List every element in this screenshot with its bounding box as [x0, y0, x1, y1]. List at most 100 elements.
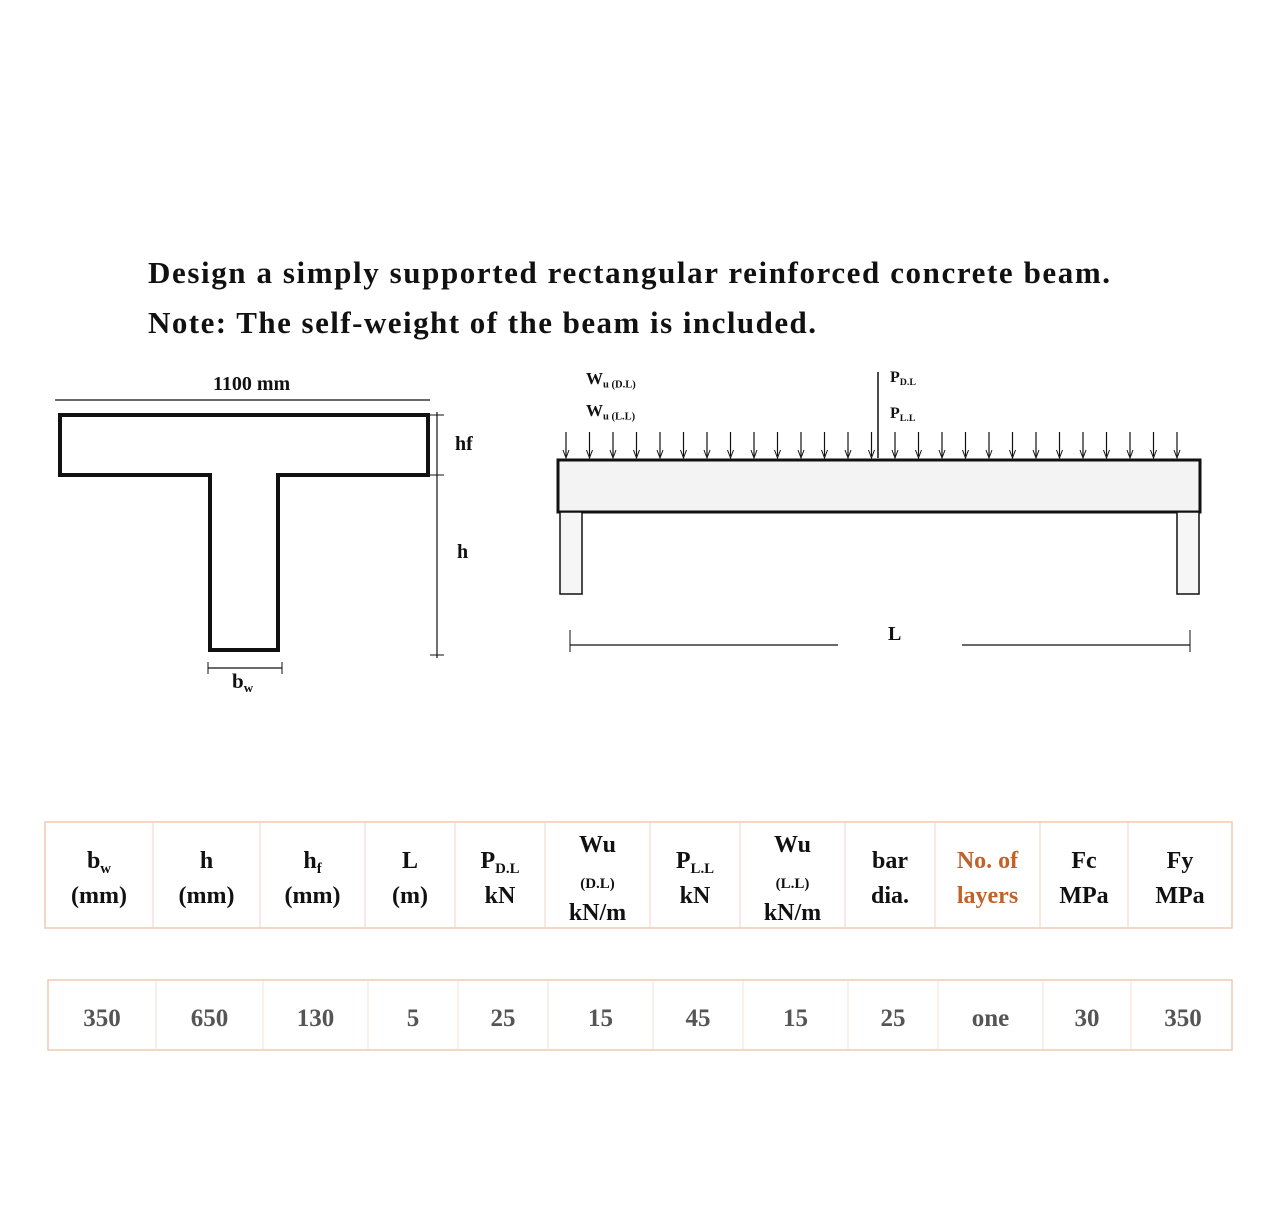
header-main: h	[200, 848, 213, 874]
header-main: PD.L	[480, 848, 519, 877]
header-main: Wu	[774, 832, 811, 858]
header-main-main: h	[303, 848, 316, 874]
arrow-head	[633, 449, 640, 460]
header-main: L	[402, 848, 418, 874]
header-main-sub: f	[317, 861, 323, 877]
load-label-sub: D.L	[900, 377, 917, 388]
header-main: bw	[87, 848, 111, 877]
arrow-head	[821, 449, 828, 460]
arrow-head	[844, 449, 852, 460]
header-unit: kN/m	[764, 900, 821, 926]
load-label: Wu (L.L)	[586, 401, 636, 422]
header-main-main: P	[480, 848, 495, 874]
dim-label: hf	[455, 433, 473, 455]
header-main-sub: w	[100, 861, 111, 877]
arrow-head	[774, 449, 781, 460]
cell-value: 15	[783, 1005, 808, 1032]
dim-label: bw	[232, 669, 254, 695]
arrow-head	[868, 449, 875, 460]
header-main-main: bar	[872, 848, 908, 874]
cell-value: 5	[407, 1005, 420, 1032]
header-main-main: h	[200, 848, 213, 874]
dim-label: h	[457, 541, 468, 563]
header-unit: layers	[957, 883, 1018, 909]
t-section	[55, 399, 444, 674]
load-label-main: P	[890, 369, 900, 386]
arrow-head	[1103, 449, 1110, 460]
dim-label-main: b	[232, 669, 244, 693]
header-main-main: P	[676, 848, 691, 874]
arrow-head	[985, 449, 993, 460]
header-unit: (mm)	[285, 883, 341, 909]
arrow-head	[1126, 449, 1134, 460]
header-main-main: No. of	[957, 848, 1019, 874]
cell-value: 130	[297, 1005, 335, 1032]
arrow-head	[586, 449, 593, 460]
load-label: Wu (D.L)	[586, 369, 636, 390]
header-main-main: Wu	[774, 832, 811, 858]
header-unit: dia.	[871, 883, 909, 909]
header-main-main: b	[87, 848, 100, 874]
load-label: PL.L	[890, 405, 916, 424]
arrow-head	[727, 449, 734, 460]
data-row	[47, 979, 1233, 1051]
header-unit: (m)	[392, 883, 428, 909]
arrow-head	[938, 449, 946, 460]
arrow-head	[891, 449, 899, 460]
header-main-main: L	[402, 848, 418, 874]
header-main: Fc	[1071, 848, 1097, 874]
load-label-main: P	[890, 405, 900, 422]
load-label-sub: u (L.L)	[603, 411, 636, 422]
header-unit: (mm)	[71, 883, 127, 909]
header-main: Wu	[579, 832, 616, 858]
header-unit: (mm)	[179, 883, 235, 909]
dim-label: 1100 mm	[213, 373, 291, 395]
cell-value: 350	[1164, 1005, 1202, 1032]
header-unit: MPa	[1155, 883, 1204, 909]
arrow-head	[703, 449, 711, 460]
header-main: hf	[303, 848, 322, 877]
span-label: L	[888, 623, 901, 645]
cell-value: 45	[686, 1005, 711, 1032]
problem-line: Note: The self-weight of the beam is inc…	[148, 305, 816, 340]
arrow-head	[797, 449, 805, 460]
arrow-head	[1032, 449, 1040, 460]
arrow-head	[562, 449, 570, 460]
header-unit: MPa	[1059, 883, 1108, 909]
header-main: PL.L	[676, 848, 714, 877]
header-main: No. of	[957, 848, 1019, 874]
arrow-head	[962, 449, 969, 460]
load-label: PD.L	[890, 369, 916, 388]
header-main-main: Fc	[1071, 848, 1097, 874]
load-label-sub: u (D.L)	[603, 379, 636, 390]
problem-line: Design a simply supported rectangular re…	[148, 255, 1110, 290]
header-main-main: Wu	[579, 832, 616, 858]
arrow-head	[680, 449, 687, 460]
cell-value: 350	[83, 1005, 121, 1032]
header-small: (D.L)	[580, 876, 615, 892]
header-main: Fy	[1167, 848, 1194, 874]
cell-value: 25	[881, 1005, 906, 1032]
dim-label-sub: w	[244, 680, 254, 695]
arrow-head	[915, 449, 922, 460]
arrow-head	[1056, 449, 1063, 460]
header-unit: kN	[680, 883, 711, 909]
header-main-sub: D.L	[495, 861, 519, 877]
load-label-main: W	[586, 369, 603, 388]
cell-value: 15	[588, 1005, 613, 1032]
load-label-sub: L.L	[900, 413, 916, 424]
header-main-sub: L.L	[691, 861, 715, 877]
header-row	[44, 821, 1233, 929]
cell-value: 30	[1075, 1005, 1100, 1032]
beam-diagram	[556, 372, 1202, 652]
arrow-head	[656, 449, 664, 460]
header-unit: kN/m	[569, 900, 626, 926]
header-small: (L.L)	[776, 876, 810, 892]
arrow-head	[1150, 449, 1157, 460]
arrow-head	[609, 449, 617, 460]
arrow-head	[1173, 449, 1181, 460]
header-unit: kN	[485, 883, 516, 909]
cell-value: one	[972, 1005, 1010, 1032]
arrow-head	[1009, 449, 1016, 460]
